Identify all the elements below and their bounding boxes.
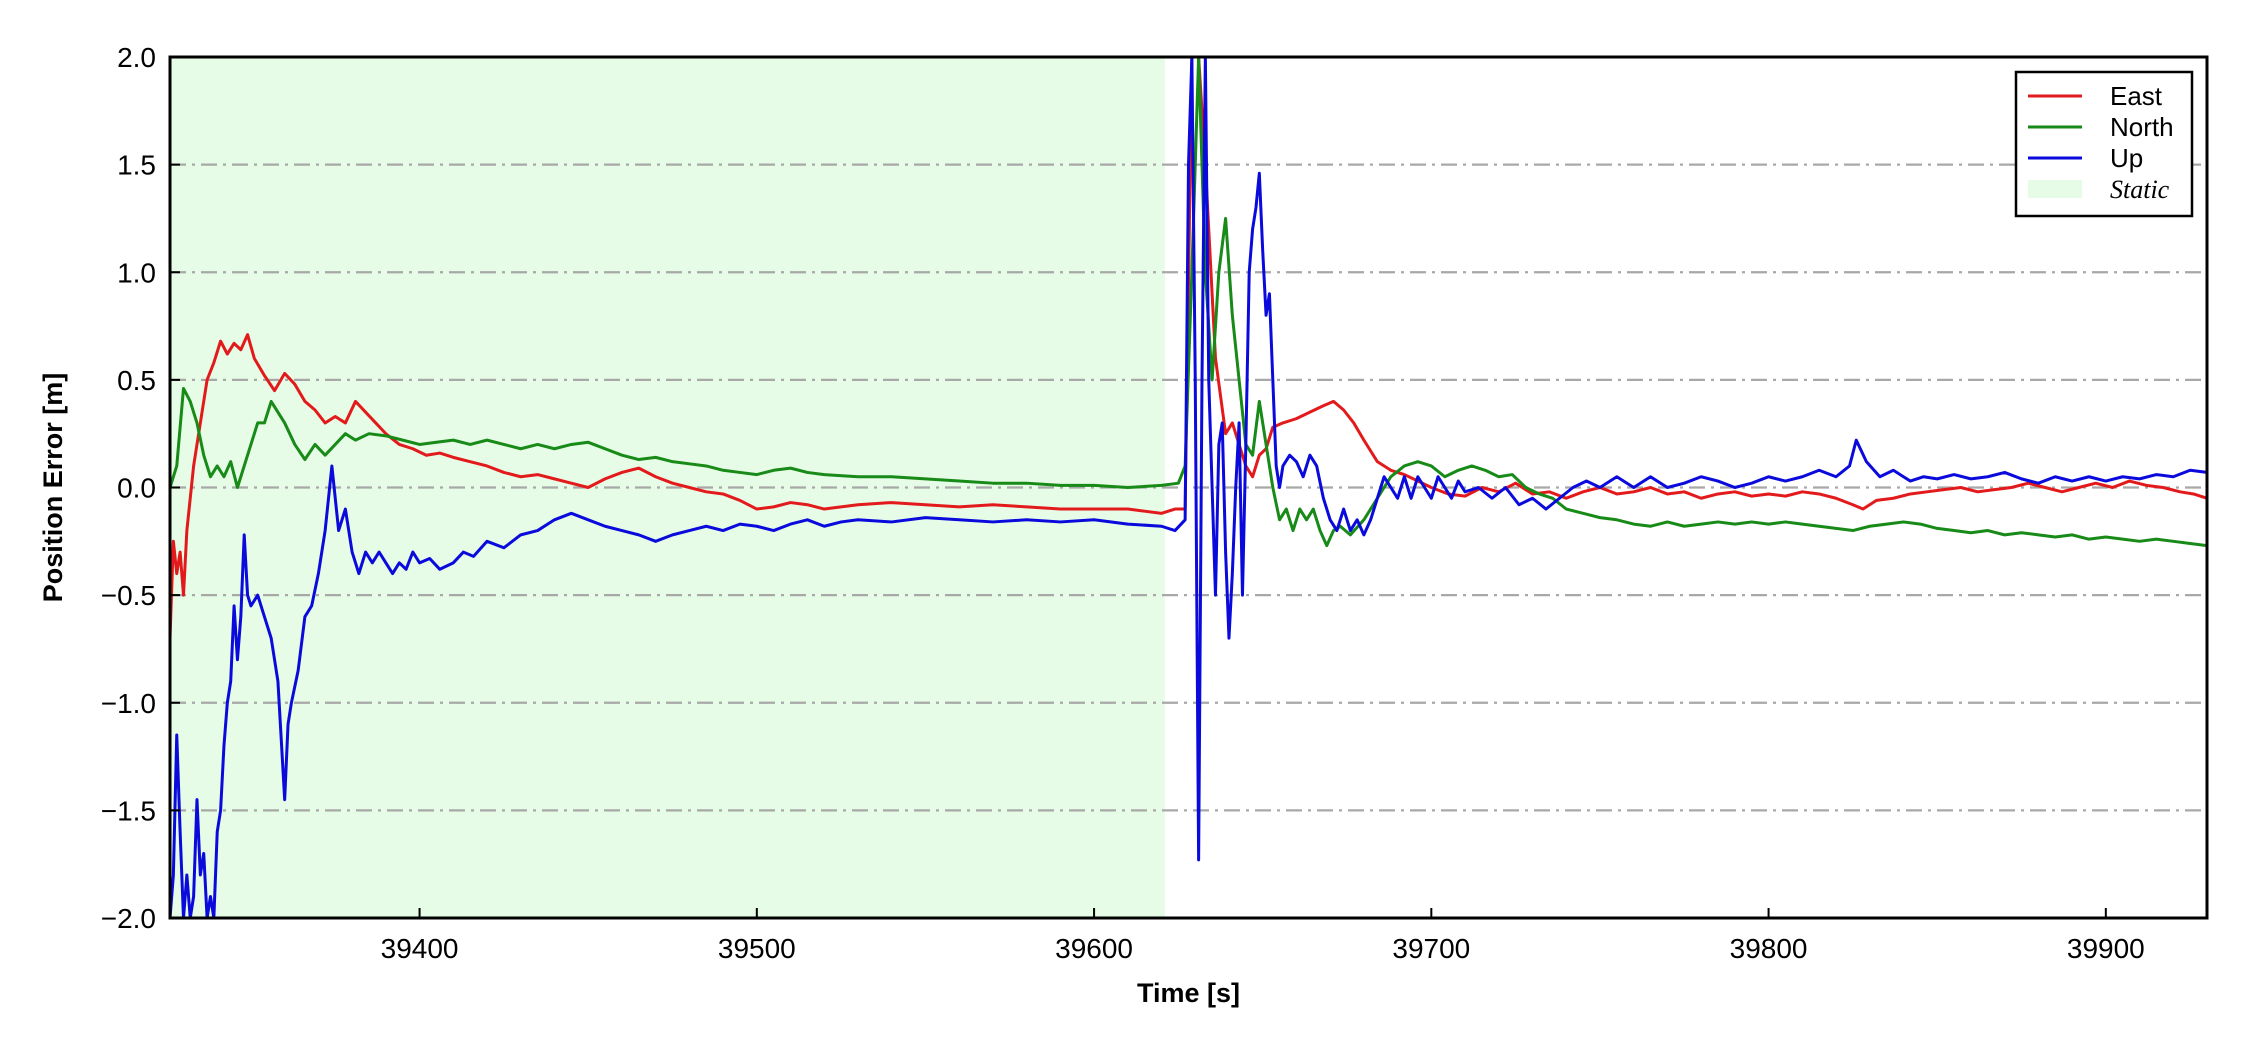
y-tick-label-5: 0.5 [117, 365, 156, 396]
grid-layer [170, 163, 2207, 812]
x-tick-label-2: 39600 [1055, 933, 1133, 964]
y-tick-label-0: −2.0 [101, 903, 156, 934]
y-tick-label-4: 0.0 [117, 473, 156, 504]
series-line-east [170, 57, 2207, 639]
y-tick-label-3: −0.5 [101, 580, 156, 611]
x-tick-label-0: 39400 [381, 933, 459, 964]
legend-entry-north: North [2110, 112, 2174, 142]
y-tick-label-6: 1.0 [117, 257, 156, 288]
y-axis-label: Position Error [m] [38, 373, 68, 603]
y-tick-label-7: 1.5 [117, 150, 156, 181]
legend-swatch-static [2028, 180, 2082, 198]
x-tick-label-3: 39700 [1392, 933, 1470, 964]
x-tick-label-4: 39800 [1730, 933, 1808, 964]
tick-layer: 39400 39500 39600 39700 39800 39900 −2.0 −1.5 −1… [101, 42, 2145, 964]
x-tick-label-5: 39900 [2067, 933, 2145, 964]
legend-entry-east: East [2110, 81, 2163, 111]
legend-entry-up: Up [2110, 143, 2143, 173]
x-axis-label: Time [s] [1137, 978, 1240, 1008]
series-line-up [170, 57, 2207, 918]
y-tick-label-1: −1.5 [101, 795, 156, 826]
y-tick-label-8: 2.0 [117, 42, 156, 73]
legend: East North Up Static [2014, 70, 2194, 218]
x-tick-label-1: 39500 [718, 933, 796, 964]
legend-entry-static: Static [2110, 175, 2170, 204]
series-line-north [170, 57, 2207, 548]
series-layer [170, 57, 2207, 918]
y-tick-label-2: −1.0 [101, 688, 156, 719]
